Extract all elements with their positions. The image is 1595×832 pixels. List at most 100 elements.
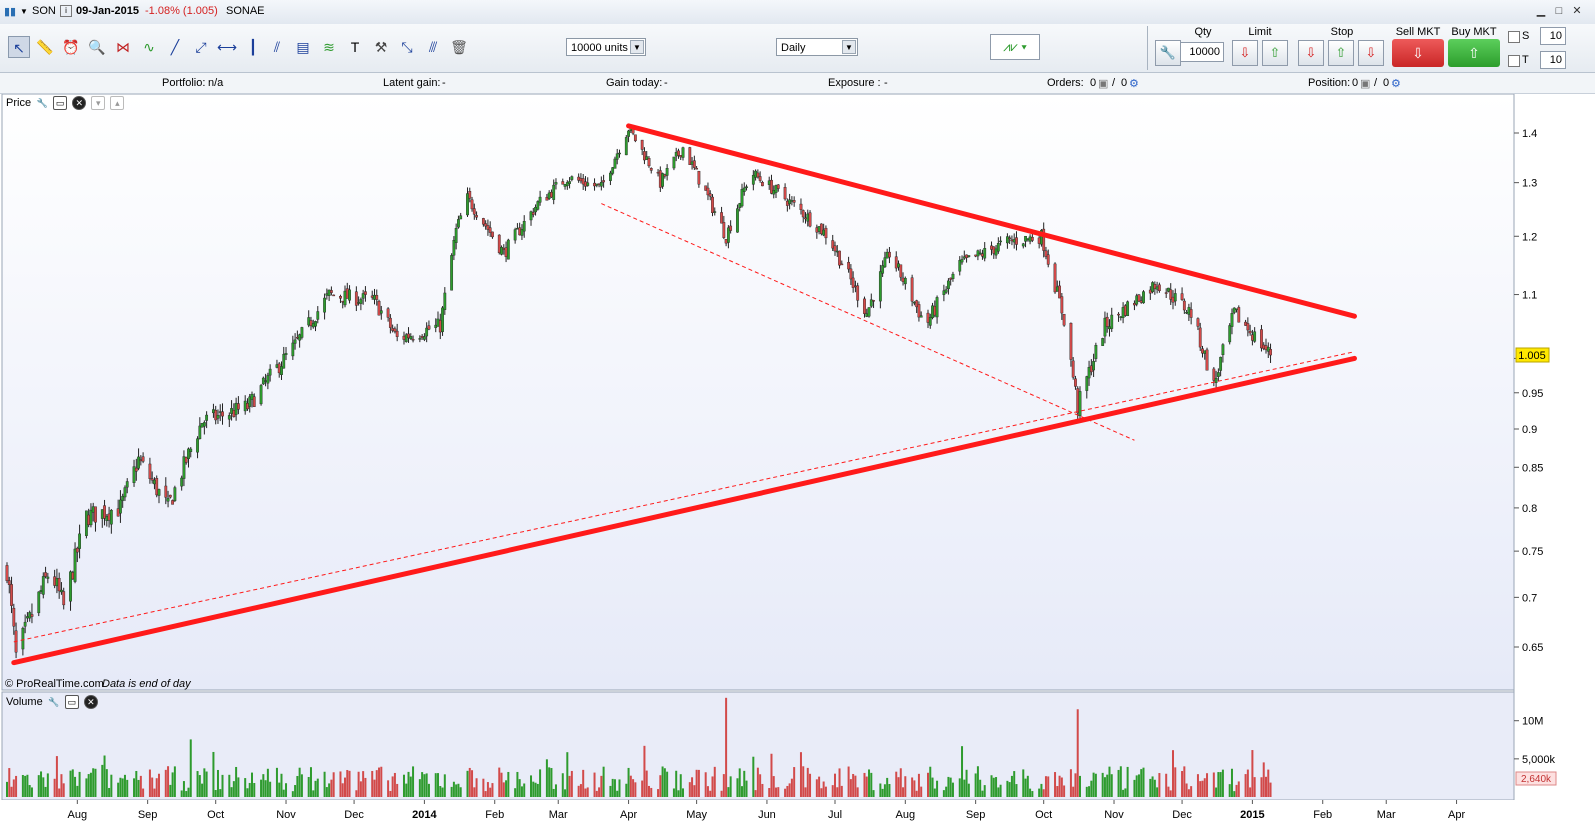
volume-bar [221, 774, 224, 797]
close-panel-icon[interactable]: ✕ [83, 695, 98, 710]
close-icon[interactable]: ✕ [1572, 5, 1582, 17]
sell-mkt-label: Sell MKT [1395, 26, 1441, 38]
vertical-line-icon[interactable]: ┃ [248, 39, 258, 55]
orders-window-icon[interactable]: ▣ [1098, 78, 1109, 90]
units-value: 10000 units [571, 42, 628, 54]
menu-chevron-icon[interactable]: ▼ [20, 7, 28, 16]
move-up-icon[interactable]: ▴ [110, 96, 125, 111]
wrench-icon[interactable]: 🔧 [36, 98, 48, 109]
qty-input[interactable]: 10000 [1180, 42, 1224, 62]
stop-buy-button[interactable]: ⇧ [1328, 40, 1354, 66]
pointer-tool-icon[interactable]: ↖ [8, 36, 30, 58]
s-input[interactable]: 10 [1540, 27, 1566, 45]
price-bar-body [835, 250, 839, 253]
text-tool-icon[interactable]: T [350, 39, 360, 55]
last-price-marker: 1.005 [1515, 347, 1550, 363]
price-bar [309, 316, 313, 331]
price-bar-body [1015, 237, 1018, 245]
volume-bar [809, 773, 812, 797]
info-icon[interactable]: i [60, 5, 72, 17]
alert-tool-icon[interactable]: ⏰ [62, 39, 80, 55]
buy-mkt-button[interactable]: ⇧ [1448, 39, 1500, 67]
stop-sell-button[interactable]: ⇩ [1298, 40, 1324, 66]
orders-settings-icon[interactable]: ⚙ [1129, 78, 1139, 90]
zoom-tool-icon[interactable]: 🔍 [88, 39, 106, 55]
price-bar-body [665, 168, 669, 176]
ruler-tool-icon[interactable]: 📏 [36, 39, 54, 55]
price-bar [611, 167, 615, 176]
qty-label: Qty [1194, 26, 1212, 38]
price-bar [121, 493, 125, 508]
price-bar-body [425, 327, 429, 337]
volume-bar [278, 782, 281, 797]
fibonacci-tool-icon[interactable]: ≋ [323, 39, 335, 55]
ray-tool-icon[interactable]: ⤢ [195, 39, 207, 55]
arrows-tool-icon[interactable]: ⤡ [401, 39, 413, 55]
volume-bar [1158, 773, 1161, 797]
price-bar [155, 475, 159, 498]
price-bar-body [1094, 345, 1098, 359]
volume-bar [818, 776, 821, 797]
volume-bar [913, 780, 916, 797]
channel-tool-icon[interactable]: ▤ [296, 39, 310, 55]
price-bar [788, 193, 792, 210]
price-bar-body [824, 227, 828, 239]
stop-trailing-button[interactable]: ⇩ [1358, 40, 1384, 66]
volume-bar [736, 778, 739, 797]
units-select[interactable]: 10000 units ▼ [566, 38, 646, 56]
chart-type-button[interactable]: ⩘⩗ ▾ [990, 34, 1040, 60]
sell-mkt-button[interactable]: ⇩ [1392, 39, 1444, 67]
price-bar [266, 372, 270, 390]
price-bar [529, 210, 533, 226]
parallel-lines-icon[interactable]: ⫽ [273, 39, 281, 55]
chevron-down-icon[interactable]: ▼ [842, 40, 856, 54]
limit-sell-button[interactable]: ⇩ [1232, 40, 1258, 66]
wave-tool-icon[interactable]: ∿ [143, 39, 155, 55]
price-bar [881, 260, 885, 277]
t-checkbox[interactable] [1508, 55, 1520, 67]
volume-bar [951, 782, 954, 797]
price-bar [44, 566, 47, 579]
price-bar-body [1062, 313, 1066, 326]
price-bar [1071, 357, 1075, 380]
volume-bar [1221, 769, 1224, 797]
price-plot-area[interactable] [1, 94, 1515, 691]
wrench-icon[interactable]: 🔧 [1155, 40, 1181, 66]
window-icon[interactable]: ▭ [64, 695, 79, 710]
price-bar [75, 546, 79, 563]
wrench-icon[interactable]: 🔧 [48, 697, 60, 708]
pattern-tool-icon[interactable]: ⋈ [116, 39, 130, 55]
trash-icon[interactable]: 🗑 [450, 39, 468, 55]
price-bar-body [196, 438, 199, 453]
price-bar-body [39, 589, 43, 593]
t-input[interactable]: 10 [1540, 51, 1566, 69]
price-bar-body [1008, 237, 1012, 240]
x-tick-label: Apr [620, 809, 637, 821]
maximize-icon[interactable]: □ [1555, 5, 1563, 17]
chevron-down-icon[interactable]: ▼ [630, 40, 644, 54]
window-icon[interactable]: ▭ [53, 96, 68, 111]
position-settings-icon[interactable]: ⚙ [1391, 78, 1401, 90]
trendline-tool-icon[interactable]: ╱ [170, 39, 180, 55]
volume-bar [602, 766, 605, 797]
limit-buy-button[interactable]: ⇧ [1262, 40, 1288, 66]
price-bar-body [78, 533, 81, 549]
price-bar-body [232, 410, 236, 417]
s-checkbox[interactable] [1508, 31, 1520, 43]
price-bar-body [171, 500, 174, 505]
horizontal-line-icon[interactable]: ⟷ [216, 39, 238, 55]
price-bar-body [212, 409, 215, 414]
position-window-icon[interactable]: ▣ [1360, 78, 1371, 90]
price-bar-body [1117, 313, 1120, 316]
price-bar-body [1042, 228, 1046, 251]
price-bar [708, 190, 712, 201]
price-bar [522, 215, 526, 238]
price-bar [5, 562, 9, 584]
volume-bar [1013, 771, 1016, 797]
minimize-icon[interactable]: ▁ [1536, 5, 1546, 17]
period-select[interactable]: Daily ▼ [776, 38, 858, 56]
move-down-icon[interactable]: ▾ [91, 96, 106, 111]
slope-tool-icon[interactable]: ⫻ [428, 39, 438, 55]
settings-tool-icon[interactable]: ⚒ [374, 39, 388, 55]
close-panel-icon[interactable]: ✕ [72, 96, 87, 111]
